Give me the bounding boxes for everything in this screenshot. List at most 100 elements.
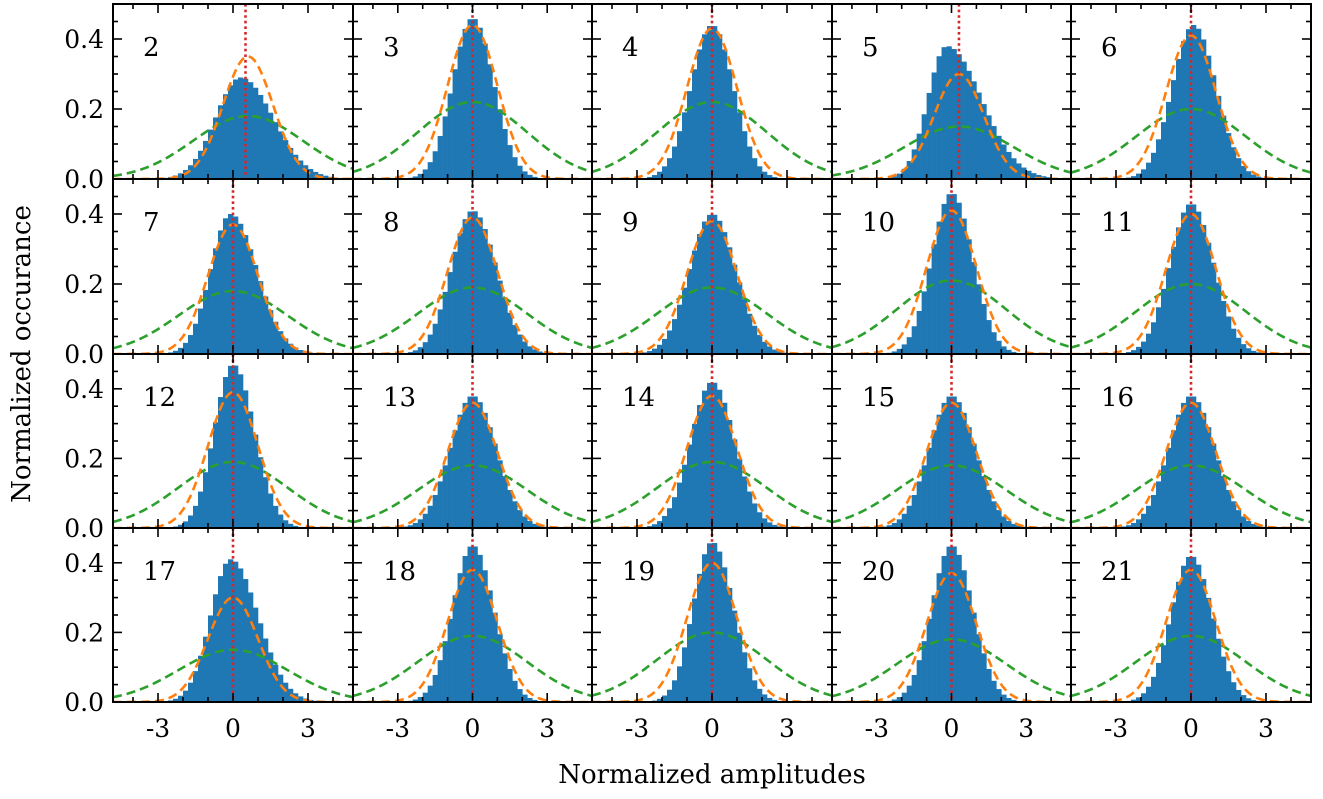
histogram-bar: [1236, 689, 1242, 702]
histogram-bar: [487, 590, 493, 702]
histogram-bar: [422, 169, 428, 179]
histogram-bar: [702, 34, 708, 179]
histogram-bar: [1016, 163, 1022, 179]
histogram-bar: [223, 94, 229, 179]
histogram-bar: [293, 347, 299, 354]
histogram-bar: [916, 133, 922, 179]
histogram-bar: [1166, 447, 1172, 528]
histogram-bar: [896, 697, 903, 702]
histogram-bar: [437, 481, 443, 528]
histogram-bar: [412, 176, 419, 179]
histogram-bar: [712, 214, 718, 354]
histogram-bar: [1216, 95, 1222, 179]
histogram-bar: [981, 104, 987, 179]
histogram-bar: [1171, 80, 1177, 179]
histogram-bar: [1156, 481, 1162, 528]
histogram-bar: [712, 543, 718, 702]
histogram-bar: [727, 419, 733, 528]
histogram-bar: [1211, 262, 1217, 354]
panel-15: 15: [831, 353, 1072, 529]
histogram-bar: [213, 422, 219, 528]
x-tick-label: 3: [779, 714, 795, 743]
histogram-bar: [1201, 225, 1207, 354]
histogram-bar: [1206, 427, 1212, 528]
panel-label: 8: [383, 208, 400, 238]
wide-fit-curve: [113, 460, 353, 524]
histogram-bar: [1171, 246, 1177, 354]
histogram-bar: [1141, 341, 1147, 354]
histogram-bar: [941, 47, 947, 179]
x-tick-label: -3: [865, 714, 889, 743]
histogram-bar: [1236, 337, 1242, 354]
histogram-bar: [1131, 176, 1137, 179]
histogram-bar: [772, 349, 778, 354]
plot-area: [113, 179, 353, 354]
histogram-bar: [457, 414, 463, 528]
histogram-bar: [991, 680, 997, 702]
histogram-bar: [228, 559, 234, 702]
plot-area: [832, 4, 1071, 179]
histogram-bar: [1206, 55, 1212, 179]
histogram-bar: [762, 171, 768, 179]
histogram-bar: [288, 343, 294, 354]
histogram-bar: [737, 632, 743, 702]
histogram-bar: [647, 351, 653, 354]
histogram-bar: [457, 573, 463, 702]
histogram-bar: [1226, 316, 1232, 354]
histogram-bar: [772, 699, 778, 702]
histogram-bar: [667, 158, 673, 179]
histogram-bar: [747, 313, 753, 354]
histogram-bar: [1241, 695, 1247, 702]
histogram-bar: [1181, 565, 1187, 702]
histogram-bar: [223, 218, 229, 354]
histogram-bar: [1131, 522, 1137, 528]
histogram-bar: [1141, 513, 1147, 528]
histogram-bar: [1031, 173, 1037, 179]
histogram-bar: [1021, 167, 1027, 179]
histogram-bar: [926, 618, 932, 702]
histogram-bar: [717, 389, 723, 528]
histogram-bar: [916, 481, 922, 528]
histogram-bar: [1136, 697, 1142, 702]
histogram-bar: [961, 412, 967, 528]
histogram-bar: [198, 308, 204, 354]
histogram-bar: [432, 675, 438, 702]
histogram-bar: [258, 281, 264, 354]
histogram-bar: [667, 508, 673, 528]
histogram-bar: [452, 69, 458, 179]
histogram-bar: [432, 495, 438, 528]
x-tick-label: -3: [386, 714, 410, 743]
histogram-bar: [193, 505, 199, 528]
panel-label: 10: [862, 208, 895, 238]
panel-label: 14: [622, 383, 655, 413]
histogram-bar: [697, 573, 703, 702]
histogram-bar: [976, 284, 982, 354]
histogram-bar: [442, 291, 448, 354]
histogram-bar: [512, 325, 518, 354]
histogram-bar: [522, 516, 528, 528]
histogram-bar: [707, 543, 713, 702]
histogram-bar: [672, 497, 678, 528]
histogram-bar: [1216, 460, 1222, 528]
histogram-bar: [228, 365, 234, 528]
histogram-bar: [911, 675, 917, 702]
histogram-bar: [722, 567, 728, 702]
panel-label: 6: [1101, 33, 1118, 63]
histogram-bar: [278, 514, 284, 528]
histogram-bar: [1221, 300, 1227, 354]
histogram-bar: [752, 503, 758, 528]
histogram-bar: [1136, 346, 1142, 354]
histogram-bar: [891, 699, 898, 702]
plot-area: [353, 354, 592, 528]
histogram-bar: [233, 365, 239, 528]
histogram-bar: [722, 402, 728, 528]
histogram-bar: [268, 310, 274, 354]
panel-5: 5: [831, 3, 1072, 180]
histogram-bar: [682, 287, 688, 354]
ticks: [592, 4, 832, 180]
panel-17: 17 0.0 0.2 0.4 -3 0 3: [64, 527, 354, 743]
histogram-bar: [1216, 282, 1222, 354]
histogram-bar: [1166, 624, 1172, 702]
plot-area: [113, 354, 353, 528]
panel-20: 20 -3 0 3: [831, 527, 1072, 743]
